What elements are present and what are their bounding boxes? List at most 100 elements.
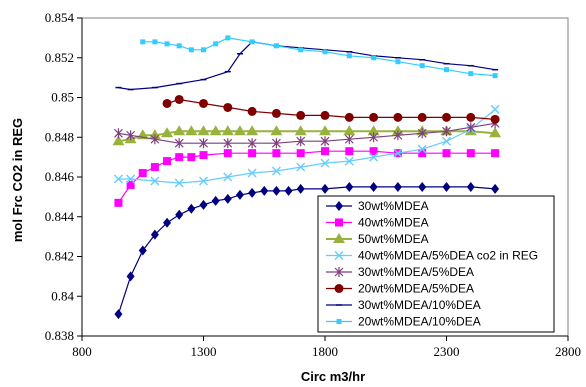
data-point xyxy=(296,162,306,172)
legend-swatch-marker xyxy=(335,201,343,211)
data-point xyxy=(163,157,172,166)
data-point xyxy=(294,125,307,136)
data-point xyxy=(152,39,158,45)
data-point xyxy=(176,43,182,49)
legend-swatch-marker xyxy=(334,267,344,277)
data-point xyxy=(466,122,476,133)
data-point xyxy=(199,151,208,160)
data-point xyxy=(442,126,451,137)
data-point xyxy=(273,43,279,49)
series-6 xyxy=(162,94,500,124)
data-point xyxy=(444,67,449,73)
data-point xyxy=(223,149,232,158)
data-point xyxy=(296,136,306,147)
data-point xyxy=(114,198,123,207)
data-point xyxy=(371,55,377,61)
data-point xyxy=(466,112,476,122)
data-point xyxy=(345,181,354,192)
data-point xyxy=(201,47,206,53)
data-point xyxy=(322,49,328,55)
data-point xyxy=(489,127,502,138)
data-point xyxy=(223,193,232,204)
series-5 xyxy=(114,118,500,149)
data-point xyxy=(174,138,184,149)
data-point xyxy=(185,125,198,136)
data-point xyxy=(369,181,378,192)
data-point xyxy=(113,174,123,184)
data-point xyxy=(199,138,208,149)
legend-item: 40wt%MDEA/5%DEA co2 in REG xyxy=(326,249,538,263)
data-point xyxy=(369,152,379,162)
data-point xyxy=(235,189,244,200)
data-point xyxy=(271,108,281,118)
legend-swatch-marker xyxy=(334,251,344,260)
data-point xyxy=(490,104,500,114)
legend-swatch-marker xyxy=(334,284,344,293)
y-tick-label: 0.84 xyxy=(51,288,74,303)
data-point xyxy=(344,156,354,166)
data-point xyxy=(175,153,184,162)
data-point xyxy=(199,199,208,210)
data-point xyxy=(418,149,427,158)
x-tick-label: 2300 xyxy=(434,344,460,359)
data-point xyxy=(126,271,135,282)
data-point xyxy=(161,127,174,138)
data-point xyxy=(114,128,123,139)
data-point xyxy=(126,174,136,184)
y-tick-label: 0.846 xyxy=(45,169,75,184)
series-4 xyxy=(113,104,500,188)
data-point xyxy=(320,110,330,120)
data-point xyxy=(393,148,403,158)
data-point xyxy=(114,309,123,320)
data-point xyxy=(296,110,306,120)
data-point xyxy=(175,209,184,220)
y-tick-label: 0.852 xyxy=(45,50,74,65)
y-tick-label: 0.848 xyxy=(45,129,74,144)
data-point xyxy=(442,181,451,192)
legend-item: 30wt%MDEA/5%DEA xyxy=(326,265,474,279)
data-point xyxy=(247,106,257,116)
data-point xyxy=(492,73,498,79)
data-point xyxy=(150,134,160,145)
data-point xyxy=(272,185,281,196)
data-point xyxy=(150,229,159,240)
data-point xyxy=(187,203,196,214)
y-tick-label: 0.842 xyxy=(45,249,74,264)
y-tick-label: 0.854 xyxy=(45,10,75,25)
data-point xyxy=(162,98,172,108)
data-point xyxy=(223,138,233,149)
data-point xyxy=(246,125,259,136)
data-point xyxy=(393,130,403,141)
legend-label: 30wt%MDEA/10%DEA xyxy=(358,298,481,312)
legend-item: 20wt%MDEA/5%DEA xyxy=(326,282,474,296)
data-point xyxy=(369,112,379,122)
x-tick-label: 1800 xyxy=(312,344,338,359)
data-point xyxy=(271,166,281,176)
data-point xyxy=(320,158,330,168)
legend-swatch-marker xyxy=(336,319,342,324)
legend-item: 30wt%MDEA/10%DEA xyxy=(326,298,481,312)
data-point xyxy=(284,185,293,196)
data-point xyxy=(393,112,403,122)
y-tick-label: 0.844 xyxy=(45,209,75,224)
data-point xyxy=(343,125,356,136)
data-point xyxy=(417,112,427,122)
series-8 xyxy=(140,35,498,79)
data-point xyxy=(197,125,210,136)
data-point xyxy=(223,102,233,112)
data-point xyxy=(344,134,354,145)
data-point xyxy=(271,138,281,149)
legend-label: 30wt%MDEA/5%DEA xyxy=(358,265,474,279)
data-point xyxy=(150,163,159,172)
legend-item: 50wt%MDEA xyxy=(326,232,429,246)
data-point xyxy=(491,183,500,194)
data-point xyxy=(442,112,451,122)
data-point xyxy=(112,135,125,146)
y-axis-title: mol Frc CO2 in REG xyxy=(10,118,25,242)
x-tick-label: 2800 xyxy=(555,344,581,359)
legend-label: 40wt%MDEA xyxy=(358,216,429,230)
legend-item: 30wt%MDEA xyxy=(326,199,429,213)
data-point xyxy=(187,153,196,162)
y-tick-label: 0.838 xyxy=(45,328,74,343)
data-point xyxy=(221,125,234,136)
